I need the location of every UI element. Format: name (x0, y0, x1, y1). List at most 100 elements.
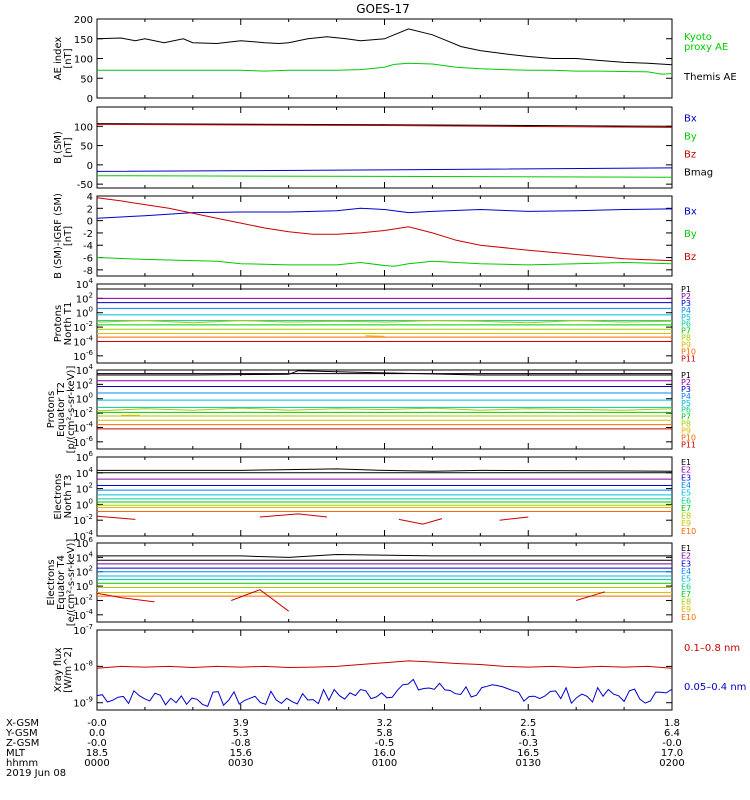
y-axis-label: North T3 (63, 475, 74, 519)
legend-p3: P3 (681, 299, 691, 308)
y-tick-label: 100 (76, 392, 93, 406)
y-axis-label: Electrons (46, 559, 57, 605)
y-tick-label: 104 (76, 363, 94, 377)
legend-p7: P7 (681, 327, 691, 336)
legend-p9: P9 (681, 341, 691, 350)
legend-item: By (684, 229, 697, 240)
series-p7 (96, 407, 673, 412)
legend-item: proxy AE (684, 42, 728, 53)
legend-item: Kyoto (684, 32, 712, 43)
x-axis-value: 0200 (659, 758, 684, 769)
series-e1 (97, 468, 673, 472)
y-tick-label: -8 (83, 266, 93, 277)
y-tick-label: 102 (76, 565, 93, 579)
legend-e3: E3 (681, 559, 691, 568)
y-tick-label: 106 (76, 536, 94, 550)
x-axis-row-label: 2019 Jun 08 (6, 768, 66, 779)
series-p8 (365, 335, 385, 337)
legend-e5: E5 (681, 575, 691, 584)
legend-e7: E7 (681, 504, 691, 513)
x-axis-row-label: MLT (6, 748, 26, 759)
panel-frame (96, 629, 673, 711)
legend-e2: E2 (681, 466, 691, 475)
y-tick-label: 10-7 (73, 623, 93, 637)
series-p7 (96, 320, 673, 324)
panel-frame (96, 18, 673, 99)
y-tick-label: 100 (76, 579, 93, 593)
legend-e10: E10 (681, 527, 696, 536)
series-bz (96, 123, 673, 128)
legend-item: Bx (684, 206, 697, 217)
legend-p8: P8 (681, 334, 691, 343)
y-axis-label: Protons (53, 305, 64, 342)
y-tick-label: 150 (74, 35, 93, 46)
legend-p3: P3 (681, 385, 691, 394)
legend-p9: P9 (681, 427, 691, 436)
y-tick-label: 100 (76, 306, 93, 320)
y-tick-label: 100 (76, 497, 93, 511)
x-axis-value: 16.0 (373, 748, 395, 759)
legend-p7: P7 (681, 413, 691, 422)
legend-p4: P4 (681, 306, 691, 315)
y-axis-label: North T1 (63, 302, 74, 346)
legend-e6: E6 (681, 582, 691, 591)
legend-e3: E3 (681, 473, 691, 482)
x-axis-value: -0.3 (518, 738, 538, 749)
y-tick-label: 10-9 (73, 696, 93, 710)
legend-e8: E8 (681, 512, 691, 521)
series-bmag (96, 123, 673, 127)
series-0-05-0-4-nm (96, 678, 672, 707)
y-tick-label: 10-4 (73, 334, 93, 348)
y-tick-label: 10-2 (73, 513, 93, 527)
y-tick-label: 4 (87, 192, 93, 203)
x-axis-value: 3.2 (377, 718, 393, 729)
x-axis-value: -0.5 (375, 738, 395, 749)
x-axis-value: -0.0 (87, 718, 107, 729)
panel-frame (96, 456, 673, 537)
y-tick-label: 0 (87, 94, 93, 105)
y-tick-label: 0 (87, 161, 93, 172)
series-e1 (97, 553, 672, 558)
legend-e5: E5 (681, 489, 691, 498)
legend-e10: E10 (681, 613, 696, 622)
legend-item: Bz (684, 252, 696, 263)
y-axis-label: Equator T2 (56, 382, 67, 437)
legend-item: 0.1–0.8 nm (684, 643, 740, 654)
x-axis-row-label: hhmm (6, 758, 38, 769)
x-axis-value: 3.9 (233, 718, 249, 729)
x-axis-value: -0.0 (87, 738, 107, 749)
y-axis-label: Xray flux (53, 648, 64, 693)
legend-p11: P11 (681, 354, 696, 363)
legend-item: Bx (684, 113, 697, 124)
y-tick-label: 50 (80, 74, 93, 85)
legend-p11: P11 (681, 440, 696, 449)
series-by (96, 175, 673, 178)
x-axis-value: 17.0 (661, 748, 683, 759)
x-axis-value: 0100 (372, 758, 397, 769)
legend-e1: E1 (681, 458, 691, 467)
legend-item: Bz (684, 149, 696, 160)
x-axis-value: 16.5 (517, 748, 539, 759)
legend-p10: P10 (681, 348, 696, 357)
legend-p6: P6 (681, 320, 691, 329)
legend-item: By (684, 131, 697, 142)
x-axis-value: 0030 (228, 758, 253, 769)
x-axis-value: 6.1 (520, 728, 536, 739)
y-tick-label: -4 (83, 241, 93, 252)
y-tick-label: 10-6 (73, 349, 93, 363)
x-axis-value: 0.0 (89, 728, 105, 739)
y-axis-label: B (SM) (53, 131, 64, 164)
series-proxy-ae (96, 28, 673, 66)
x-axis-value: 0130 (516, 758, 541, 769)
legend-p1: P1 (681, 285, 691, 294)
y-tick-label: 0 (87, 217, 93, 228)
series-e10 (398, 518, 443, 525)
x-axis-value: 18.5 (86, 748, 108, 759)
x-axis-row-label: X-GSM (6, 718, 39, 729)
